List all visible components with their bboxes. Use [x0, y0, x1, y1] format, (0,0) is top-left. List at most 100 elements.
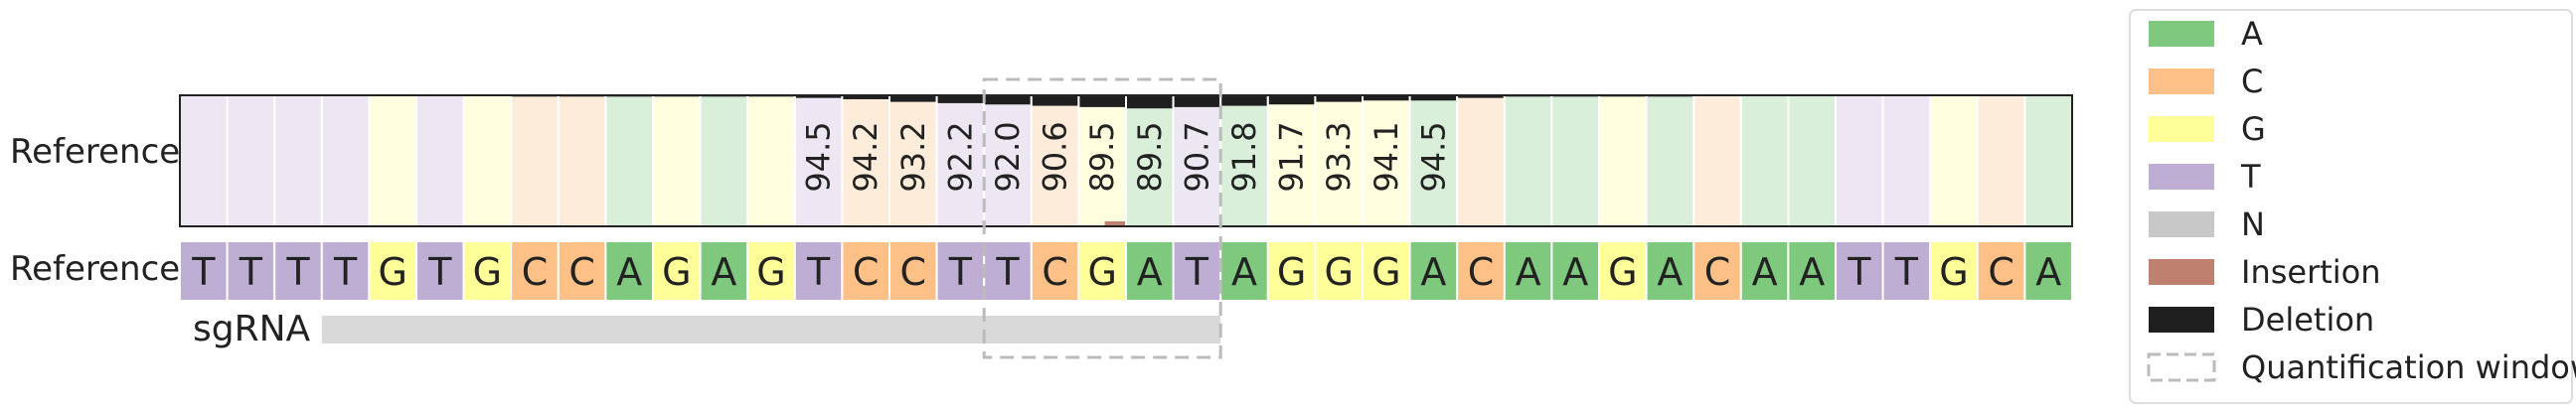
reference-base-cell [1976, 240, 2026, 302]
deletion-bar [1458, 95, 1504, 98]
deletion-bar [1364, 95, 1409, 101]
quantification-window-group [982, 77, 1222, 359]
reference-frequency-cell [746, 94, 796, 227]
deletion-bar [1127, 95, 1173, 109]
reference-base-cell [1503, 240, 1553, 302]
deletion-bar [890, 95, 936, 102]
percent-reference-label: 92.0 [989, 121, 1027, 192]
reference-base-letter: A [1231, 250, 1257, 294]
reference-frequency-cell [415, 94, 465, 227]
reference-base-letter: G [1087, 250, 1116, 294]
row-label-top: Reference [10, 132, 180, 172]
reference-base-cell [1266, 240, 1317, 302]
percent-reference-label: 94.2 [847, 121, 885, 192]
reference-base-letter: C [1042, 250, 1068, 294]
reference-frequency-cell [1503, 94, 1553, 227]
reference-base-letter: C [900, 250, 927, 294]
reference-base-cell [1172, 240, 1222, 302]
reference-frequency-cell [179, 94, 229, 227]
reference-base-letter: G [1939, 250, 1968, 294]
reference-base-letter: A [1752, 250, 1778, 294]
reference-base-cell [1598, 240, 1648, 302]
reference-base-cell [510, 240, 560, 302]
legend-label-n: N [2241, 205, 2265, 243]
reference-base-letter: G [1371, 250, 1400, 294]
deletion-bar [843, 95, 888, 99]
percent-reference-label: 89.5 [1083, 121, 1121, 192]
reference-base-letter: A [1137, 250, 1163, 294]
reference-base-letter: T [806, 250, 831, 294]
reference-frequency-cell [462, 94, 513, 227]
reference-base-letter: T [191, 250, 216, 294]
legend-swatch-n [2149, 211, 2214, 237]
reference-base-letter: C [1988, 250, 2014, 294]
percent-reference-label: 90.6 [1037, 121, 1074, 192]
reference-base-cell [1929, 240, 1979, 302]
reference-base-cell [1739, 240, 1790, 302]
percent-reference-label: 90.7 [1178, 121, 1215, 192]
reference-base-letter: A [1516, 250, 1541, 294]
reference-frequency-cell [1929, 94, 1979, 227]
reference-base-cell [415, 240, 465, 302]
reference-base-letter: T [995, 250, 1020, 294]
deletion-bar [795, 95, 842, 98]
legend-swatch-insertion [2149, 259, 2214, 285]
reference-base-letter: T [333, 250, 358, 294]
reference-frequency-cell [1835, 94, 1884, 227]
reference-base-cell [793, 240, 844, 302]
reference-base-letter: A [616, 250, 642, 294]
reference-base-cell [320, 240, 371, 302]
reference-base-cell [604, 240, 655, 302]
legend-swatch-t [2149, 164, 2214, 190]
legend-label-insertion: Insertion [2241, 253, 2381, 291]
reference-base-letter: T [285, 250, 310, 294]
insertion-marker [1104, 221, 1131, 227]
reference-base-cell [1550, 240, 1601, 302]
reference-base-letter: A [1799, 250, 1825, 294]
reference-base-cell [888, 240, 938, 302]
reference-base-letter: C [568, 250, 595, 294]
reference-base-letter: G [1324, 250, 1353, 294]
reference-base-letter: G [1608, 250, 1637, 294]
reference-base-letter: T [948, 250, 973, 294]
percent-reference-label: 93.3 [1320, 121, 1358, 192]
reference-base-cell [841, 240, 891, 302]
reference-base-cell [557, 240, 607, 302]
reference-base-cell [1787, 240, 1838, 302]
reference-base-letter: G [756, 250, 785, 294]
reference-base-letter: C [522, 250, 549, 294]
reference-base-cell [2023, 240, 2074, 302]
reference-base-letter: T [427, 250, 452, 294]
legend-label-g: G [2241, 110, 2266, 148]
deletion-bar [1410, 95, 1457, 101]
reference-base-cell [1692, 240, 1742, 302]
percent-reference-label: 89.5 [1131, 121, 1169, 192]
legend-label-t: T [2240, 158, 2261, 196]
legend-swatch-quantification-window [2147, 352, 2216, 382]
reference-frequency-cell [320, 94, 371, 227]
reference-base-cell [462, 240, 513, 302]
reference-base-letter: T [1894, 250, 1919, 294]
reference-base-cell [226, 240, 276, 302]
legend-label-a: A [2241, 15, 2263, 53]
reference-frequency-cell [1692, 94, 1742, 227]
quantification-window [982, 77, 1222, 359]
percent-reference-label: 91.8 [1225, 121, 1263, 192]
reference-base-letter: G [662, 250, 691, 294]
reference-base-letter: C [1704, 250, 1731, 294]
reference-base-letter: T [1847, 250, 1871, 294]
reference-frequency-cell [652, 94, 702, 227]
reference-base-letter: T [239, 250, 263, 294]
reference-base-cell [1456, 240, 1506, 302]
top-row-frame [179, 94, 2073, 227]
reference-base-letter: C [1468, 250, 1495, 294]
reference-frequency-cell [1314, 94, 1365, 227]
reference-frequency-cell [699, 94, 749, 227]
legend-swatch-c [2149, 68, 2214, 94]
reference-base-letter: G [1277, 250, 1306, 294]
reference-base-cell [179, 240, 229, 302]
sgrna-label: sgRNA [193, 309, 311, 349]
reference-base-letter: C [853, 250, 880, 294]
reference-base-letter: T [1185, 250, 1209, 294]
